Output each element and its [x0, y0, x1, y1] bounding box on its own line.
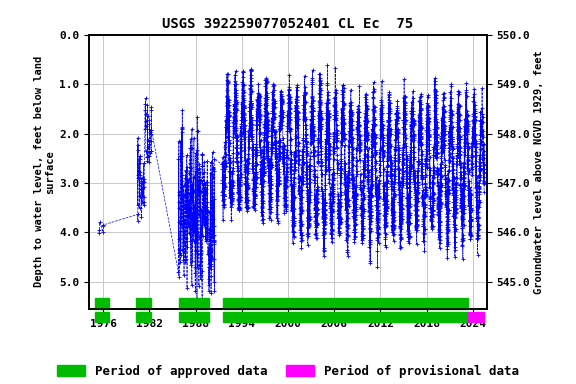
Bar — [222, 312, 468, 322]
Y-axis label: Groundwater level above NGVD 1929, feet: Groundwater level above NGVD 1929, feet — [535, 50, 544, 294]
Legend: Period of approved data, Period of provisional data: Period of approved data, Period of provi… — [58, 365, 518, 378]
Bar — [96, 312, 109, 322]
Bar — [468, 312, 484, 322]
Title: USGS 392259077052401 CL Ec  75: USGS 392259077052401 CL Ec 75 — [162, 17, 414, 31]
Bar — [179, 312, 209, 322]
Bar — [96, 298, 109, 309]
Bar — [179, 298, 209, 309]
Bar — [222, 298, 468, 309]
Bar — [137, 298, 151, 309]
Bar — [137, 312, 151, 322]
Y-axis label: Depth to water level, feet below land
surface: Depth to water level, feet below land su… — [33, 56, 55, 288]
